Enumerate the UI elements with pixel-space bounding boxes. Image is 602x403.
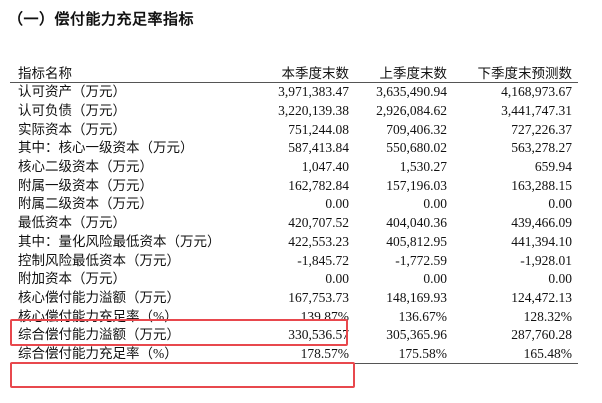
current-quarter-value: 3,971,383.47	[278, 84, 349, 100]
current-quarter-value: 139.87%	[300, 308, 349, 324]
table-row: 其中：核心一级资本（万元） 587,413.84 550,680.02 563,278…	[10, 139, 578, 158]
next-quarter-forecast-value: -1,928.01	[520, 252, 572, 268]
current-quarter-value: 751,244.08	[288, 121, 349, 137]
current-quarter-value: 0.00	[325, 196, 349, 212]
next-quarter-forecast-value: 441,394.10	[511, 233, 572, 249]
current-quarter-value: 422,553.23	[288, 233, 349, 249]
indicator-name: 附属二级资本（万元）	[18, 196, 153, 212]
current-quarter-value: 330,536.57	[288, 327, 349, 343]
indicator-name: 综合偿付能力充足率（%）	[10, 344, 254, 365]
table-header-row: 指标名称 本季度末数 上季度末数 下季度末预测数	[10, 62, 578, 83]
current-quarter-value: 1,047.40	[301, 159, 349, 175]
current-quarter-value: -1,845.72	[297, 252, 349, 268]
next-quarter-forecast-value: 4,168,973.67	[501, 84, 572, 100]
previous-quarter-value: 1,530.27	[399, 159, 447, 175]
table-row: 核心偿付能力充足率（%） 139.87% 136.67% 128.32%	[10, 307, 578, 326]
solvency-table: 指标名称 本季度末数 上季度末数 下季度末预测数 认可资产（万元） 3,971,3…	[10, 62, 578, 365]
current-quarter-value: 167,753.73	[288, 289, 349, 305]
table-row: 认可负债（万元） 3,220,139.38 2,926,084.62 3,441,74…	[10, 102, 578, 121]
next-quarter-forecast-value: 163,288.15	[511, 177, 572, 193]
indicator-name: 附加资本（万元）	[18, 271, 126, 287]
table-row: 核心偿付能力溢额（万元） 167,753.73 148,169.93 124,472.…	[10, 289, 578, 308]
previous-quarter-value: 157,196.03	[386, 177, 447, 193]
indicator-name: 综合偿付能力溢额（万元）	[18, 327, 180, 343]
next-quarter-forecast-value: 124,472.13	[511, 289, 572, 305]
current-quarter-value: 587,413.84	[288, 140, 349, 156]
section-title: （一）偿付能力充足率指标	[8, 10, 195, 28]
previous-quarter-value: -1,772.59	[395, 252, 447, 268]
table-row: 附属一级资本（万元） 162,782.84 157,196.03 163,288.15	[10, 176, 578, 195]
header-previous-quarter: 上季度末数	[355, 62, 453, 83]
table-row: 综合偿付能力充足率（%） 178.57% 175.58% 165.48%	[10, 344, 578, 365]
next-quarter-forecast-value: 287,760.28	[511, 327, 572, 343]
next-quarter-forecast-value: 439,466.09	[511, 215, 572, 231]
next-quarter-forecast-value: 165.48%	[453, 344, 578, 365]
previous-quarter-value: 2,926,084.62	[376, 103, 447, 119]
previous-quarter-value: 148,169.93	[386, 289, 447, 305]
table-row: 实际资本（万元） 751,244.08 709,406.32 727,226.37	[10, 120, 578, 139]
next-quarter-forecast-value: 3,441,747.31	[501, 103, 572, 119]
indicator-name: 其中：量化风险最低资本（万元）	[18, 233, 221, 249]
current-quarter-value: 420,707.52	[288, 215, 349, 231]
indicator-name: 核心偿付能力溢额（万元）	[18, 289, 180, 305]
current-quarter-value: 178.57%	[254, 344, 355, 365]
table-row: 核心二级资本（万元） 1,047.40 1,530.27 659.94	[10, 158, 578, 177]
indicator-name: 最低资本（万元）	[18, 215, 126, 231]
previous-quarter-value: 305,365.96	[386, 327, 447, 343]
next-quarter-forecast-value: 563,278.27	[511, 140, 572, 156]
table-row: 附属二级资本（万元） 0.00 0.00 0.00	[10, 195, 578, 214]
previous-quarter-value: 404,040.36	[386, 215, 447, 231]
next-quarter-forecast-value: 659.94	[534, 159, 572, 175]
header-indicator: 指标名称	[10, 62, 254, 83]
indicator-name: 其中：核心一级资本（万元）	[18, 140, 194, 156]
table-row: 控制风险最低资本（万元） -1,845.72 -1,772.59 -1,928.01	[10, 251, 578, 270]
indicator-name: 认可负债（万元）	[18, 103, 126, 119]
header-current-quarter: 本季度末数	[254, 62, 355, 83]
indicator-name: 附属一级资本（万元）	[18, 177, 153, 193]
table-row: 其中：量化风险最低资本（万元） 422,553.23 405,812.95 441,3…	[10, 233, 578, 252]
previous-quarter-value: 550,680.02	[386, 140, 447, 156]
table-row: 综合偿付能力溢额（万元） 330,536.57 305,365.96 287,760.…	[10, 326, 578, 345]
indicator-name: 核心偿付能力充足率（%）	[18, 308, 178, 324]
next-quarter-forecast-value: 727,226.37	[511, 121, 572, 137]
indicator-name: 核心二级资本（万元）	[18, 159, 153, 175]
header-next-quarter-forecast: 下季度末预测数	[453, 62, 578, 83]
previous-quarter-value: 175.58%	[355, 344, 453, 365]
current-quarter-value: 162,782.84	[288, 177, 349, 193]
previous-quarter-value: 709,406.32	[386, 121, 447, 137]
table-row: 认可资产（万元） 3,971,383.47 3,635,490.94 4,168,97…	[10, 83, 578, 102]
previous-quarter-value: 0.00	[423, 271, 447, 287]
previous-quarter-value: 0.00	[423, 196, 447, 212]
previous-quarter-value: 3,635,490.94	[376, 84, 447, 100]
highlight-comprehensive-solvency-ratio	[10, 362, 355, 388]
table-row: 附加资本（万元） 0.00 0.00 0.00	[10, 270, 578, 289]
previous-quarter-value: 136.67%	[398, 308, 447, 324]
next-quarter-forecast-value: 128.32%	[523, 308, 572, 324]
current-quarter-value: 0.00	[325, 271, 349, 287]
next-quarter-forecast-value: 0.00	[548, 196, 572, 212]
table-row: 最低资本（万元） 420,707.52 404,040.36 439,466.09	[10, 214, 578, 233]
current-quarter-value: 3,220,139.38	[278, 103, 349, 119]
indicator-name: 控制风险最低资本（万元）	[18, 252, 180, 268]
previous-quarter-value: 405,812.95	[386, 233, 447, 249]
next-quarter-forecast-value: 0.00	[548, 271, 572, 287]
indicator-name: 认可资产（万元）	[18, 84, 126, 100]
indicator-name: 实际资本（万元）	[18, 121, 126, 137]
